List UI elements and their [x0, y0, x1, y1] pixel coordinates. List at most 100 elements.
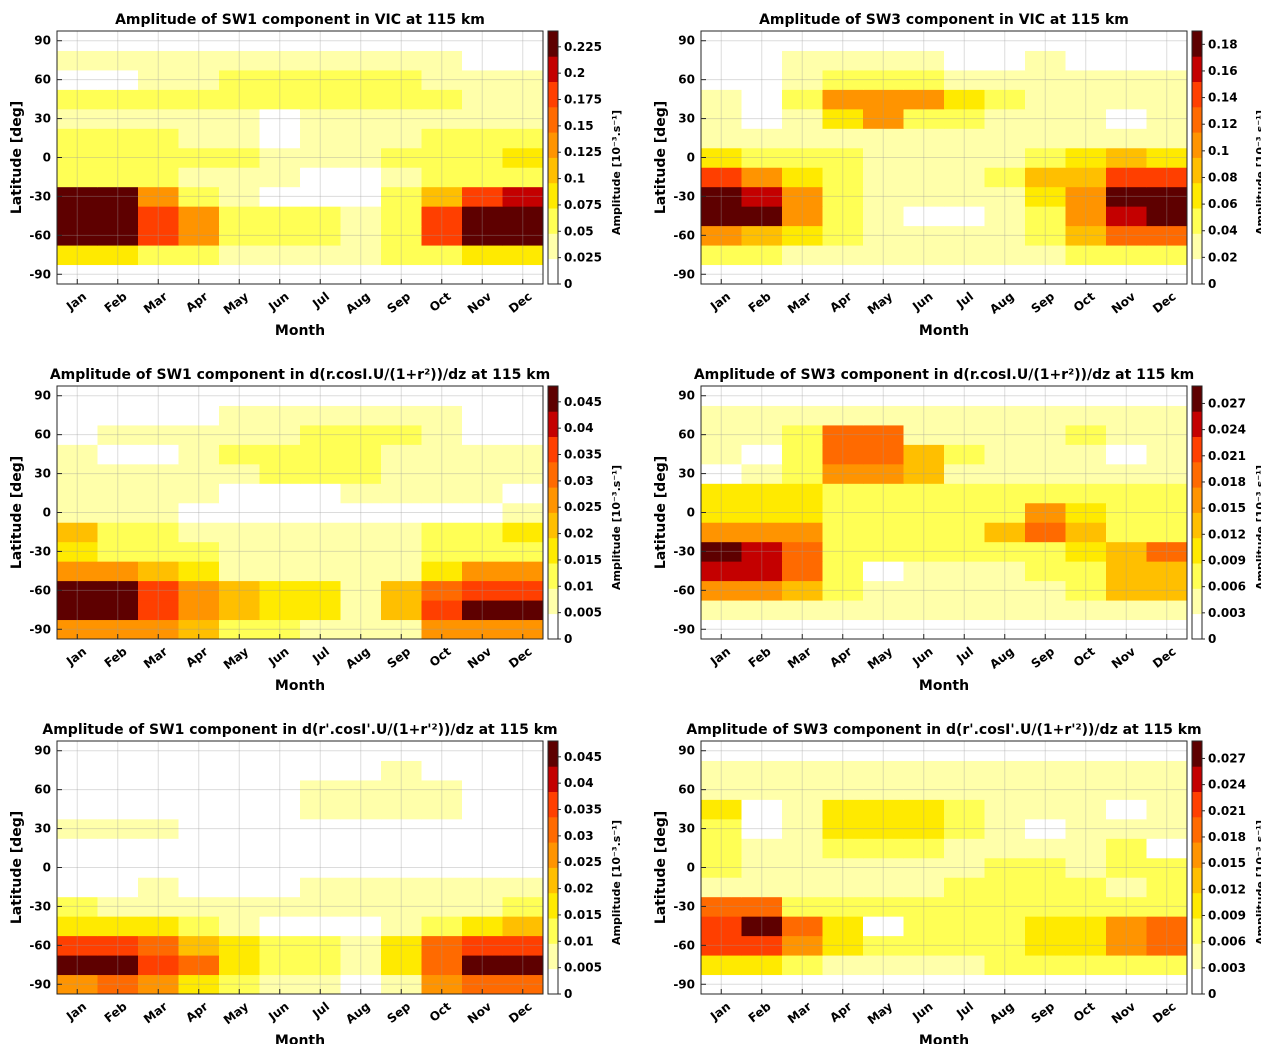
heatmap-cell	[701, 741, 742, 761]
heatmap-cell	[97, 483, 139, 504]
heatmap-cell	[381, 896, 422, 917]
y-tick-label: 60	[34, 428, 51, 442]
heatmap-cell	[944, 128, 985, 149]
heatmap-cell	[863, 619, 904, 640]
heatmap-cell	[701, 31, 742, 51]
heatmap-cell	[138, 502, 179, 523]
heatmap-cell	[340, 818, 382, 839]
heatmap-cell	[1106, 167, 1147, 188]
heatmap-cell	[822, 619, 864, 640]
heatmap-cell	[1025, 31, 1066, 51]
heatmap-cell	[822, 89, 864, 110]
heatmap-cell	[863, 167, 904, 188]
heatmap-cell	[97, 779, 139, 800]
x-tick-label: Jan	[707, 289, 733, 314]
heatmap-cell	[421, 167, 463, 188]
heatmap-cell	[863, 916, 904, 937]
heatmap-cell	[1025, 838, 1066, 859]
x-tick-label: Nov	[1109, 999, 1138, 1026]
heatmap-cell	[381, 935, 422, 956]
heatmap-cell	[97, 935, 139, 956]
heatmap-cell	[219, 619, 260, 640]
panel-title: Amplitude of SW3 component in d(r.cosI.U…	[694, 367, 1194, 383]
heatmap-cell	[340, 147, 382, 168]
heatmap-cell	[782, 89, 823, 110]
heatmap-cell	[138, 838, 179, 859]
heatmap-cell	[138, 483, 179, 504]
heatmap-cell	[57, 50, 98, 71]
heatmap-cell	[741, 186, 783, 207]
heatmap-cell	[381, 600, 422, 621]
heatmap-cell	[381, 167, 422, 188]
heatmap-cell	[701, 935, 742, 956]
heatmap-cell	[782, 147, 823, 168]
heatmap-cell	[701, 502, 742, 523]
y-axis-label: Latitude [deg]	[9, 456, 25, 569]
heatmap-cell	[138, 955, 179, 976]
heatmap-cell	[1146, 405, 1188, 426]
heatmap-cell	[1106, 838, 1147, 859]
heatmap-cell	[462, 619, 503, 640]
heatmap-cell	[97, 896, 139, 917]
heatmap-cell	[741, 818, 783, 839]
colorbar-segment	[1192, 918, 1202, 944]
y-tick-label: 90	[34, 389, 51, 403]
heatmap-cell	[701, 108, 742, 129]
colorbar-segment	[548, 816, 558, 843]
heatmap-cell	[1025, 541, 1066, 562]
heatmap-cell	[1146, 818, 1188, 839]
heatmap-cell	[219, 264, 260, 285]
heatmap-cell	[219, 955, 260, 976]
heatmap-cell	[701, 877, 742, 898]
x-tick-label: Mar	[785, 289, 814, 316]
heatmap-cell	[863, 896, 904, 917]
heatmap-cell	[741, 838, 783, 859]
heatmap-cell	[741, 463, 783, 484]
heatmap-cell	[1146, 206, 1188, 227]
heatmap-cell	[97, 561, 139, 582]
heatmap-cell	[219, 405, 260, 426]
heatmap-cell	[822, 955, 864, 976]
x-axis-label: Month	[919, 1033, 969, 1044]
heatmap-cell	[944, 444, 985, 465]
x-tick-label: Aug	[343, 289, 372, 316]
x-tick-label: Oct	[1071, 999, 1098, 1024]
heatmap-cell	[57, 600, 98, 621]
colorbar-tick-label: 0	[564, 632, 572, 646]
heatmap-cell	[340, 50, 382, 71]
heatmap-cell	[462, 818, 503, 839]
heatmap-cell	[259, 779, 301, 800]
heatmap-cell	[462, 502, 503, 523]
colorbar-tick-label: 0.01	[564, 934, 594, 948]
heatmap-cell	[903, 580, 945, 601]
heatmap-cell	[178, 89, 220, 110]
heatmap-cell	[1106, 522, 1147, 543]
heatmap-cell	[259, 619, 301, 640]
heatmap-cell	[138, 741, 179, 761]
heatmap-cell	[462, 799, 503, 820]
heatmap-cell	[1146, 760, 1188, 781]
heatmap-cell	[1065, 424, 1107, 445]
y-tick-label: -30	[29, 899, 51, 913]
heatmap-cell	[178, 580, 220, 601]
heatmap-cell	[984, 760, 1026, 781]
heatmap-cell	[57, 896, 98, 917]
heatmap-cell	[944, 405, 985, 426]
x-tick-label: Aug	[987, 644, 1016, 671]
heatmap-cell	[340, 561, 382, 582]
heatmap-cell	[300, 974, 341, 995]
heatmap-cell	[1106, 760, 1147, 781]
heatmap-cell	[259, 206, 301, 227]
heatmap-cell	[944, 580, 985, 601]
heatmap-cell	[138, 69, 179, 90]
colorbar-segment	[548, 132, 558, 158]
heatmap-cell	[340, 502, 382, 523]
heatmap-cell	[903, 935, 945, 956]
y-tick-label: -60	[673, 583, 695, 597]
colorbar-tick-label: 0	[1208, 277, 1216, 291]
heatmap-cell	[863, 405, 904, 426]
heatmap-cell	[502, 206, 544, 227]
heatmap-cell	[57, 818, 98, 839]
heatmap-cell	[822, 916, 864, 937]
heatmap-cell	[1025, 225, 1066, 246]
